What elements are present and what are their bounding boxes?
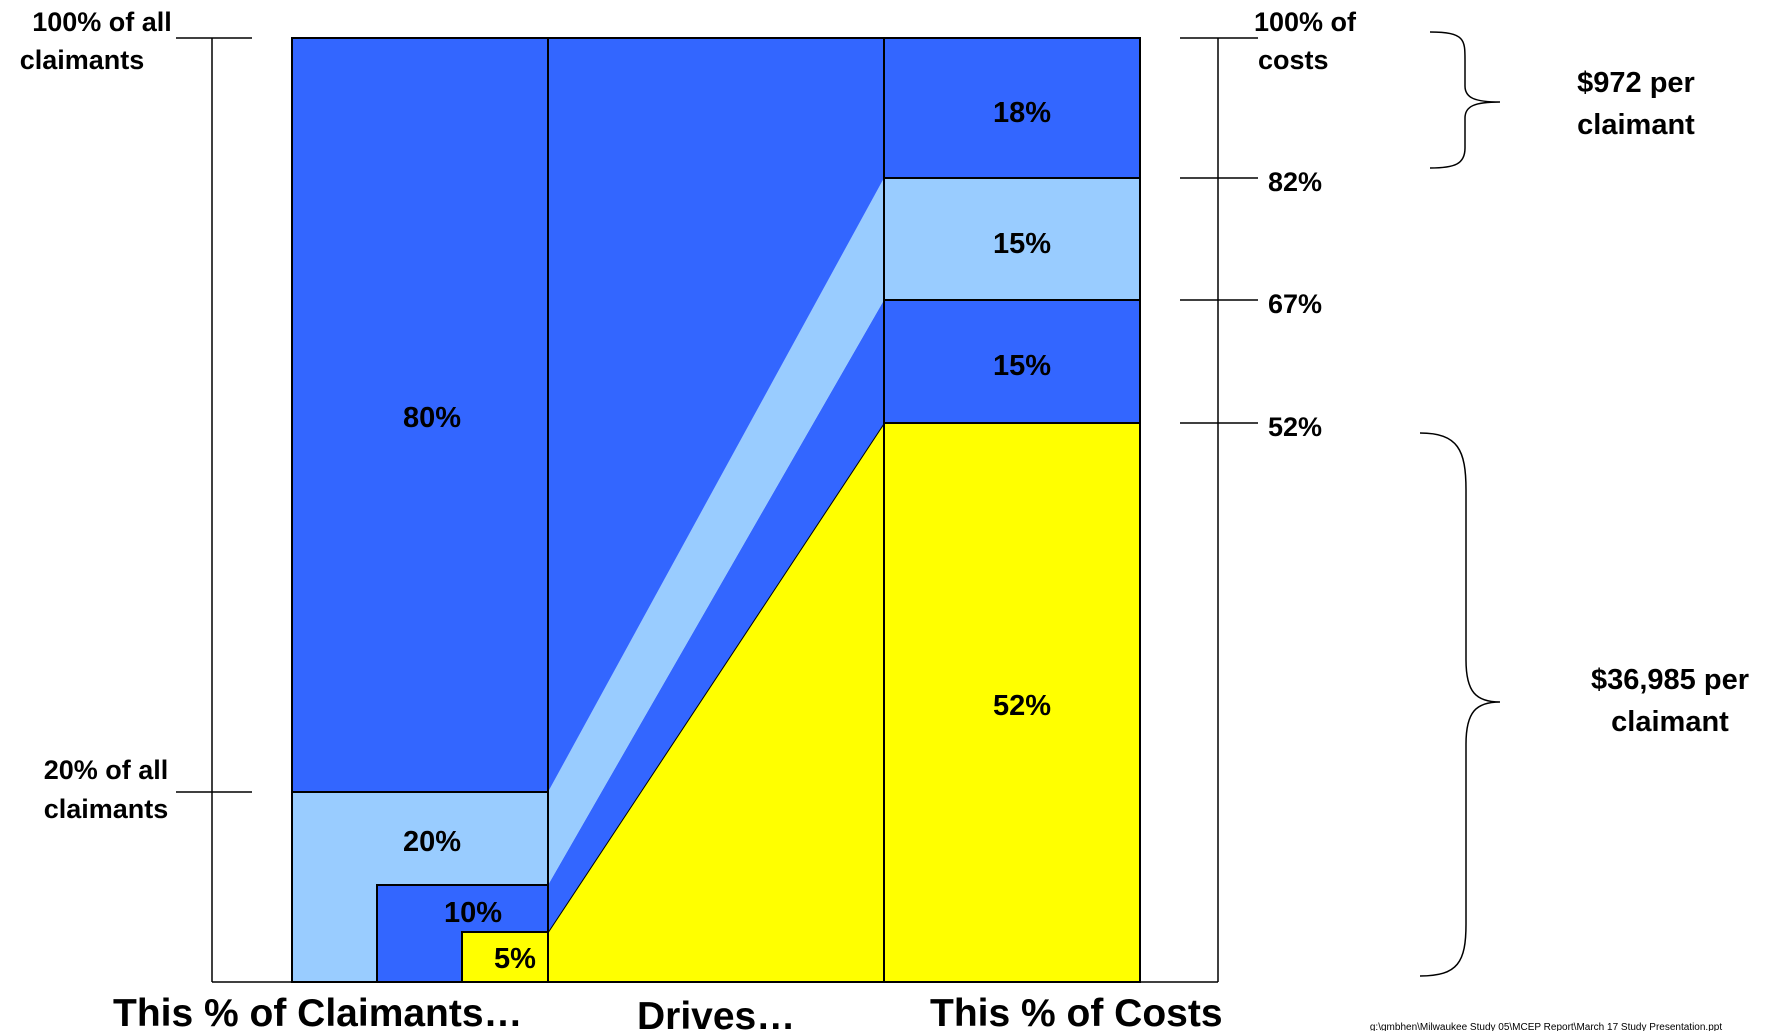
right-label-52: 52%: [993, 690, 1051, 722]
right-marker-82: 82%: [1268, 167, 1322, 197]
left-marker-20-line2: claimants: [44, 794, 169, 824]
left-segment-80: [291, 37, 549, 793]
right-segment-18: [883, 37, 1141, 179]
dark-blue-funnel-band: [548, 300, 884, 932]
lower-brace-label-line1: $36,985 per: [1591, 664, 1749, 696]
right-marker-67: 67%: [1268, 289, 1322, 319]
upper-brace-label-line1: $972 per: [1577, 67, 1695, 99]
right-marker-100-line1: 100% of: [1254, 7, 1357, 37]
left-label-20: 20%: [403, 826, 461, 858]
right-marker-52: 52%: [1268, 412, 1322, 442]
left-marker-100-line1: 100% of all: [32, 7, 172, 37]
left-label-5: 5%: [494, 943, 536, 975]
right-label-15-light: 15%: [993, 228, 1051, 260]
upper-brace-label-line2: claimant: [1577, 109, 1695, 141]
left-column-title: This % of Claimants…: [113, 992, 523, 1031]
left-label-10: 10%: [444, 897, 502, 929]
right-marker-100-line2: costs: [1258, 45, 1329, 75]
right-label-15-dark: 15%: [993, 350, 1051, 382]
right-label-18: 18%: [993, 97, 1051, 129]
lower-brace: [1419, 432, 1501, 977]
upper-brace: [1429, 31, 1501, 169]
left-marker-100-line2: claimants: [20, 45, 145, 75]
footer-file-path: g:\gmbhen\Milwaukee Study 05\MCEP Report…: [1370, 1022, 1722, 1031]
lower-brace-label-line2: claimant: [1611, 706, 1729, 738]
left-marker-20-line1: 20% of all: [44, 755, 169, 785]
right-column-title: This % of Costs: [930, 992, 1223, 1031]
left-segment-5: [461, 931, 549, 983]
middle-title: Drives…: [637, 995, 795, 1031]
left-label-80: 80%: [403, 402, 461, 434]
dark-blue-top-funnel-band: [548, 38, 884, 792]
light-blue-funnel-band: [548, 178, 884, 885]
right-segment-52: [883, 422, 1141, 983]
